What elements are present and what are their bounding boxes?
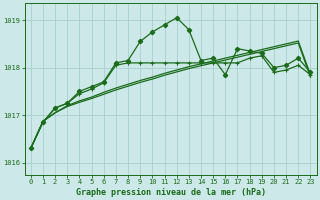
X-axis label: Graphe pression niveau de la mer (hPa): Graphe pression niveau de la mer (hPa) (76, 188, 266, 197)
